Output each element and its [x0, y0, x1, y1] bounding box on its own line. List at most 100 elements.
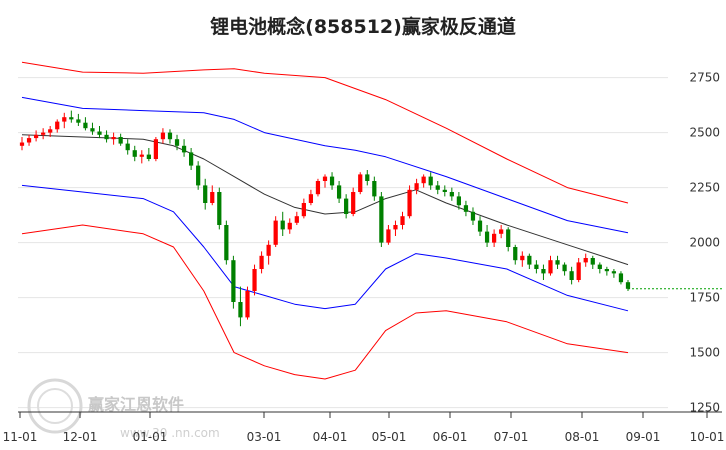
candle-body: [527, 255, 532, 265]
candle-body: [583, 258, 588, 263]
watermark-brand: 赢家江恩软件: [88, 395, 184, 414]
candle-body: [435, 185, 440, 190]
candle-body: [181, 145, 187, 153]
candle-body: [400, 216, 405, 225]
inner-upper-band: [21, 96, 629, 234]
candle-body: [513, 247, 518, 261]
candle-body: [470, 211, 476, 221]
candle-body: [196, 165, 201, 186]
candle-body: [252, 269, 257, 291]
candle-body: [611, 271, 617, 274]
candle-body: [294, 216, 299, 223]
candle-body: [625, 282, 631, 289]
candle-body: [534, 264, 539, 269]
candle-body: [520, 255, 525, 261]
candle-body: [26, 138, 32, 143]
candle-body: [329, 176, 335, 186]
candle-body: [139, 154, 144, 157]
candle-body: [48, 129, 53, 133]
candle-body: [428, 176, 433, 186]
candle-body: [132, 150, 137, 157]
candle-body: [245, 291, 250, 318]
candle-body: [541, 269, 546, 274]
candle-body: [463, 205, 469, 212]
outer-upper-band: [21, 61, 629, 204]
candle-body: [449, 192, 454, 197]
candle-body: [393, 225, 398, 230]
candle-body: [344, 198, 349, 214]
y-tick-label: 2750: [689, 71, 720, 85]
candle-body: [499, 229, 504, 234]
candle-body: [224, 225, 229, 261]
candle-body: [189, 152, 194, 166]
x-tick-label: 01-01: [133, 430, 168, 444]
y-tick-label: 1500: [689, 346, 720, 360]
candle-body: [372, 181, 377, 197]
candle-body: [287, 222, 292, 230]
candle-body: [386, 229, 391, 243]
candle-body: [562, 264, 567, 272]
candle-body: [125, 143, 130, 151]
channel-lines: [21, 61, 722, 380]
candle-body: [336, 185, 342, 199]
candle-body: [266, 244, 271, 256]
candle-body: [322, 176, 328, 181]
watermark-site: www.30 .nn.com: [120, 426, 220, 440]
candle-body: [484, 231, 490, 243]
candle-body: [118, 137, 123, 144]
candle-body: [301, 203, 306, 217]
watermark-logo-inner-icon: [37, 388, 73, 424]
y-tick-label: 2000: [689, 236, 720, 250]
candle-body: [379, 196, 384, 243]
candle-body: [414, 183, 419, 190]
y-tick-label: 1750: [689, 291, 720, 305]
candle-body: [76, 119, 81, 123]
candle-body: [407, 189, 412, 217]
candle-body: [351, 192, 356, 214]
watermark: 赢家江恩软件 www.30 .nn.com: [27, 378, 220, 440]
gridlines: 2750 2500 2250 2000 1750 1500 1250: [18, 71, 720, 415]
candle-body: [506, 229, 511, 247]
candle-body: [259, 255, 264, 269]
candle-body: [604, 269, 609, 272]
candle-body: [174, 139, 180, 146]
candle-body: [477, 220, 483, 232]
x-tick-label: 09-01: [626, 430, 661, 444]
candle-body: [456, 196, 461, 206]
axes: 11-01 12-01 01-01 03-01 04-01 05-01 06-01 07-01…: [3, 411, 725, 444]
candle-body: [231, 260, 236, 302]
x-tick-label: 05-01: [372, 430, 407, 444]
candle-body: [308, 194, 314, 203]
candle-body: [111, 137, 116, 140]
candle-body: [160, 132, 166, 140]
x-tick-label: 12-01: [63, 430, 98, 444]
candle-body: [576, 262, 581, 280]
candle-body: [153, 139, 158, 159]
candle-body: [273, 220, 278, 245]
candle-body: [55, 121, 60, 130]
candle-body: [62, 117, 67, 122]
candles: [19, 110, 631, 327]
inner-lower-band: [21, 184, 629, 312]
chart-title: 锂电池概念(858512)赢家极反通道: [210, 15, 516, 38]
candle-body: [597, 264, 602, 269]
candle-body: [358, 174, 363, 192]
candle-body: [210, 192, 215, 203]
x-tick-label: 10-01: [690, 430, 725, 444]
candle-body: [421, 176, 426, 184]
candle-body: [19, 142, 25, 146]
x-tick-label: 11-01: [3, 430, 38, 444]
x-tick-label: 03-01: [247, 430, 282, 444]
candle-body: [90, 128, 95, 132]
x-tick-label: 04-01: [313, 430, 348, 444]
candle-body: [97, 131, 102, 135]
candle-body: [442, 189, 447, 192]
y-tick-label: 1250: [689, 401, 720, 415]
y-tick-label: 2500: [689, 126, 720, 140]
candle-body: [315, 181, 321, 195]
candle-body: [618, 273, 624, 283]
candle-body: [492, 233, 497, 243]
x-tick-label: 07-01: [494, 430, 529, 444]
candle-body: [203, 185, 208, 203]
outer-lower-band: [21, 224, 629, 380]
